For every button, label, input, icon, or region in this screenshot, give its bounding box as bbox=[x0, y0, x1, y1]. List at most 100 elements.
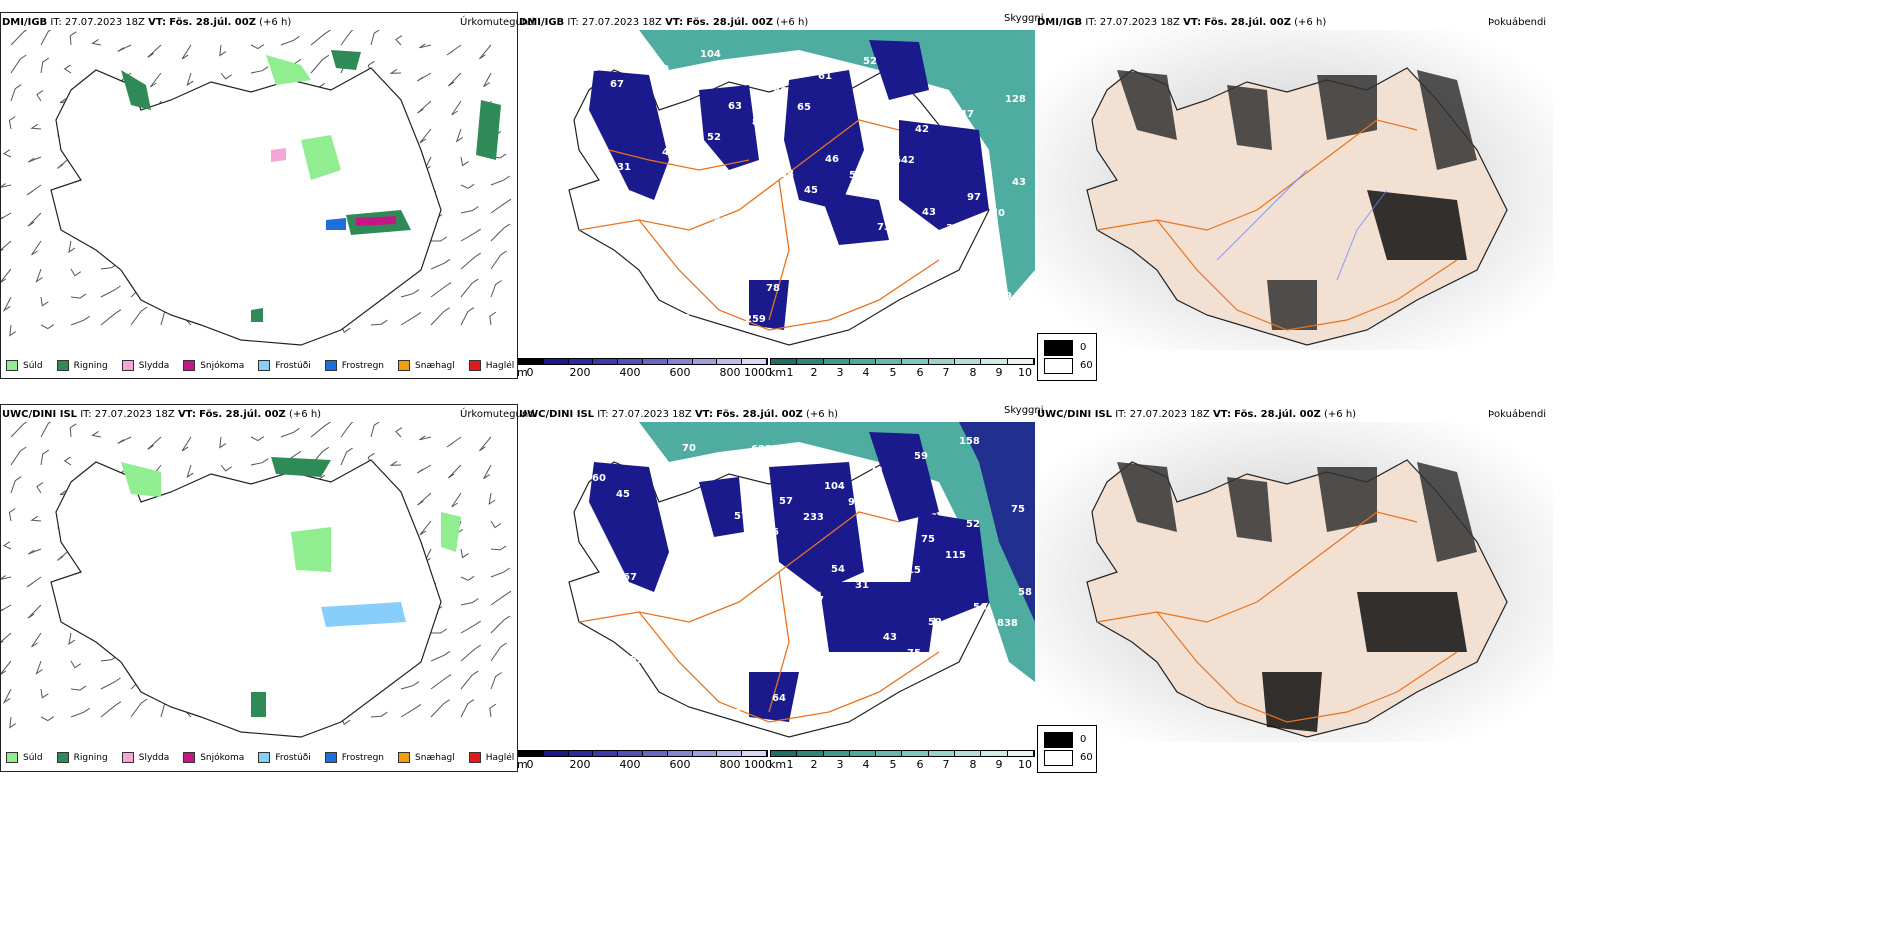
visibility-value: 622 bbox=[751, 444, 772, 455]
fog-legend: 0 60 bbox=[1037, 725, 1097, 773]
wind-barb bbox=[447, 464, 462, 479]
wind-barb bbox=[431, 236, 447, 242]
wind-barb bbox=[490, 545, 507, 551]
wind-barb bbox=[30, 123, 42, 130]
visibility-value: 65 bbox=[797, 102, 811, 113]
visibility-value: 52 bbox=[928, 617, 942, 628]
wind-barb bbox=[460, 699, 475, 718]
tick: 9 bbox=[995, 366, 1003, 379]
tick: 7 bbox=[942, 366, 950, 379]
visibility-value: 30 bbox=[786, 579, 800, 590]
precip-legend: Súld Rigning Slydda Snjókoma Frostúði Fr… bbox=[6, 360, 528, 371]
wind-barb bbox=[35, 268, 43, 283]
visibility-value: 83 bbox=[752, 117, 766, 128]
wind-barb bbox=[181, 44, 192, 60]
wind-barb bbox=[250, 66, 269, 74]
wind-barb bbox=[389, 68, 402, 74]
visibility-value: 838 bbox=[997, 618, 1018, 629]
visibility-value: 46 bbox=[661, 474, 675, 485]
wind-barb bbox=[430, 699, 450, 718]
wind-barb bbox=[483, 72, 492, 88]
tick: 9 bbox=[995, 758, 1003, 771]
wind-barb bbox=[147, 44, 162, 58]
unit-km: km bbox=[769, 366, 787, 379]
visibility-value: 70 bbox=[991, 208, 1005, 219]
visibility-value: 804 bbox=[654, 671, 675, 682]
wind-barb bbox=[1, 240, 12, 252]
tick: 5 bbox=[889, 758, 897, 771]
tick: 1000 bbox=[744, 758, 772, 771]
wind-barb bbox=[370, 319, 388, 326]
wind-barb bbox=[370, 711, 388, 718]
tick: 400 bbox=[619, 758, 641, 771]
wind-barb bbox=[419, 520, 432, 536]
fog-legend-black: 0 bbox=[1080, 342, 1087, 353]
fog-legend-black: 0 bbox=[1080, 734, 1087, 745]
precip-panel-bottom bbox=[0, 404, 518, 772]
visibility-value: 83 bbox=[953, 306, 967, 317]
wind-barb bbox=[340, 422, 354, 438]
panel-title: Úrkomutegund bbox=[460, 409, 535, 420]
visibility-svg: 79 45 38 73 50 40 63 46 43 58 58 86 70 97 50 53 61 42 43 62… bbox=[519, 30, 1035, 350]
wind-barb bbox=[36, 90, 44, 102]
visibility-value: 156 bbox=[758, 527, 779, 538]
wind-barb bbox=[430, 258, 451, 270]
tick: 2 bbox=[810, 758, 818, 771]
visibility-value: 57 bbox=[734, 511, 748, 522]
visibility-value: 31 bbox=[617, 162, 631, 173]
visibility-values: 60 39 30 43 40 35 57 54 52 53 70 57 47 56 52 47 104 75 58 4… bbox=[585, 436, 1032, 719]
visibility-value: 52 bbox=[707, 132, 721, 143]
visibility-map: 79 45 38 73 50 40 63 46 43 58 58 86 70 97 50 53 61 42 43 62… bbox=[519, 30, 1035, 350]
visibility-value: 61 bbox=[818, 71, 832, 82]
precip-panel-top bbox=[0, 12, 518, 379]
iceland-outline bbox=[1086, 459, 1508, 738]
wind-barb bbox=[310, 54, 330, 74]
precip-rain-areas bbox=[121, 457, 461, 717]
legend-item: Haglél bbox=[468, 752, 514, 763]
tick: 0 bbox=[526, 758, 534, 771]
visibility-value: 57 bbox=[779, 496, 793, 507]
wind-barb bbox=[100, 309, 122, 326]
wind-barb bbox=[490, 642, 507, 662]
wind-barb bbox=[460, 183, 475, 189]
wind-barb bbox=[40, 57, 50, 74]
wind-barb bbox=[100, 701, 122, 718]
legend-item: Frostúði bbox=[258, 752, 311, 763]
wind-barb bbox=[416, 72, 432, 82]
wind-barb bbox=[40, 449, 50, 466]
wind-barb bbox=[70, 660, 82, 669]
tick: 5 bbox=[889, 366, 897, 379]
legend-item: Snæhagl bbox=[398, 752, 455, 763]
tick: 4 bbox=[862, 758, 870, 771]
wind-barb bbox=[280, 35, 300, 46]
tick: 8 bbox=[969, 366, 977, 379]
panel-header: UWC/DINI ISL IT: 27.07.2023 18Z VT: Fös.… bbox=[519, 409, 839, 420]
visibility-value: 59 bbox=[914, 451, 928, 462]
visibility-value: 42 bbox=[915, 124, 929, 135]
wind-barb bbox=[460, 644, 481, 662]
visibility-value: 46 bbox=[825, 154, 839, 165]
visibility-value: 95 bbox=[817, 678, 831, 689]
visibility-value: 70 bbox=[682, 443, 696, 454]
visibility-value: 872 bbox=[648, 261, 669, 272]
visibility-value: 104 bbox=[824, 481, 845, 492]
visibility-value: 59 bbox=[849, 170, 863, 181]
wind-barb bbox=[26, 184, 42, 196]
wind-barb bbox=[149, 72, 162, 88]
legend-item: Slydda bbox=[121, 752, 169, 763]
wind-barb bbox=[460, 548, 469, 559]
wind-barb bbox=[460, 575, 475, 581]
wind-barb bbox=[70, 268, 82, 277]
panel-header: UWC/DINI ISL IT: 27.07.2023 18Z VT: Fös.… bbox=[2, 409, 322, 420]
fog-svg bbox=[1037, 422, 1553, 742]
visibility-value: 38 bbox=[780, 169, 794, 180]
wind-barb bbox=[250, 436, 265, 442]
visibility-value: 53 bbox=[585, 670, 599, 681]
wind-barb bbox=[70, 707, 90, 718]
panel-title: Þokuábendi bbox=[1488, 409, 1547, 420]
wind-barb bbox=[460, 307, 475, 326]
tick: 200 bbox=[569, 366, 591, 379]
fog-map bbox=[1037, 30, 1553, 350]
wind-barb bbox=[490, 175, 510, 186]
visibility-value: 52 bbox=[863, 56, 877, 67]
